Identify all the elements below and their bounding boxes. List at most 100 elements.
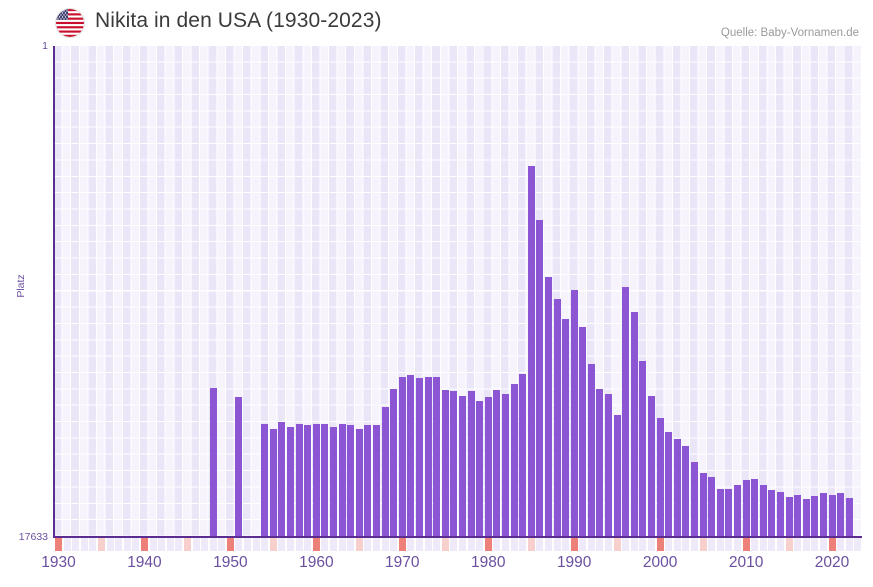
bars-layer [54,46,862,537]
bar-1948[interactable] [209,388,217,537]
bar-2009[interactable] [734,485,741,537]
bar-1980[interactable] [484,397,492,537]
bar-1972[interactable] [415,378,423,537]
bar-1970[interactable] [398,377,406,537]
x-axis-tick-1980: 1980 [471,554,506,571]
bar-1997[interactable] [630,312,638,537]
bar-1986[interactable] [536,220,544,537]
bar-1983[interactable] [510,384,518,537]
bar-1975[interactable] [441,390,449,537]
year-marker [519,538,527,551]
bar-2006[interactable] [708,477,716,537]
y-axis-title: Platz [15,274,27,298]
bar-2020[interactable] [828,495,836,537]
bar-1994[interactable] [605,394,613,537]
year-marker [175,538,183,551]
bar-2016[interactable] [794,495,802,537]
bar-1958[interactable] [295,424,303,537]
bar-1956[interactable] [278,422,286,537]
bar-1961[interactable] [321,424,329,537]
bar-2018[interactable] [811,496,819,537]
bar-1969[interactable] [390,389,398,537]
bar-2001[interactable] [665,432,673,537]
bar-2021[interactable] [837,493,845,537]
bar-2007[interactable] [716,489,724,537]
year-marker [648,538,656,551]
bar-1964[interactable] [347,425,355,537]
year-marker [330,538,338,551]
bar-1968[interactable] [381,407,389,537]
year-marker [845,538,853,551]
bar-1960[interactable] [312,424,320,537]
bar-1992[interactable] [587,364,595,537]
bar-2004[interactable] [691,462,699,537]
bar-2013[interactable] [768,490,776,537]
bar-2012[interactable] [759,485,767,537]
bar-1985[interactable] [527,166,535,537]
year-marker [149,538,157,551]
bar-2002[interactable] [673,439,681,537]
year-marker [613,538,621,551]
bar-1977[interactable] [458,396,466,537]
bar-1998[interactable] [639,361,647,537]
year-marker [115,538,123,551]
year-marker [802,538,810,551]
bar-1982[interactable] [501,394,509,537]
bar-1989[interactable] [562,319,570,537]
bar-2014[interactable] [776,492,784,537]
year-marker [493,538,501,551]
bar-2022[interactable] [845,498,853,537]
bar-1954[interactable] [261,424,269,537]
year-marker [166,538,174,551]
bar-1976[interactable] [450,391,458,537]
x-axis-tick-1940: 1940 [127,554,162,571]
year-marker [355,538,363,551]
year-marker [467,538,475,551]
bar-1966[interactable] [364,425,372,537]
bar-1990[interactable] [570,290,578,537]
bar-1957[interactable] [287,427,295,537]
bar-1993[interactable] [596,389,604,537]
bar-2011[interactable] [751,479,759,537]
decade-marker-2000 [656,538,664,551]
bar-1999[interactable] [648,396,656,537]
y-axis-tick-top-label: 1 [42,40,48,52]
year-marker [785,538,793,551]
bar-1965[interactable] [355,429,363,537]
bar-1959[interactable] [304,425,312,537]
year-marker [441,538,449,551]
year-marker [278,538,286,551]
bar-1973[interactable] [424,377,432,537]
bar-2010[interactable] [742,480,750,537]
bar-2000[interactable] [656,418,664,537]
year-marker [794,538,802,551]
bar-1974[interactable] [433,377,441,537]
bar-1978[interactable] [467,391,475,537]
bar-2017[interactable] [802,499,810,537]
bar-1971[interactable] [407,375,415,537]
bar-1995[interactable] [613,415,621,537]
year-marker [407,538,415,551]
year-marker [544,538,552,551]
bar-1984[interactable] [519,374,527,537]
bar-1951[interactable] [235,397,243,537]
bar-1991[interactable] [579,327,587,537]
bar-2008[interactable] [725,489,733,537]
bar-1962[interactable] [330,427,338,537]
bar-2003[interactable] [682,446,690,537]
bar-1955[interactable] [269,429,277,537]
bar-2005[interactable] [699,473,707,537]
bar-1987[interactable] [544,277,552,537]
bar-1988[interactable] [553,299,561,537]
bar-1981[interactable] [493,390,501,537]
year-marker [536,538,544,551]
bar-1979[interactable] [476,401,484,537]
year-marker [751,538,759,551]
bar-1967[interactable] [373,425,380,537]
bar-1996[interactable] [622,287,630,537]
year-marker [501,538,509,551]
bar-2019[interactable] [819,493,827,537]
year-marker [390,538,398,551]
bar-2015[interactable] [785,497,793,537]
bar-1963[interactable] [338,424,346,537]
